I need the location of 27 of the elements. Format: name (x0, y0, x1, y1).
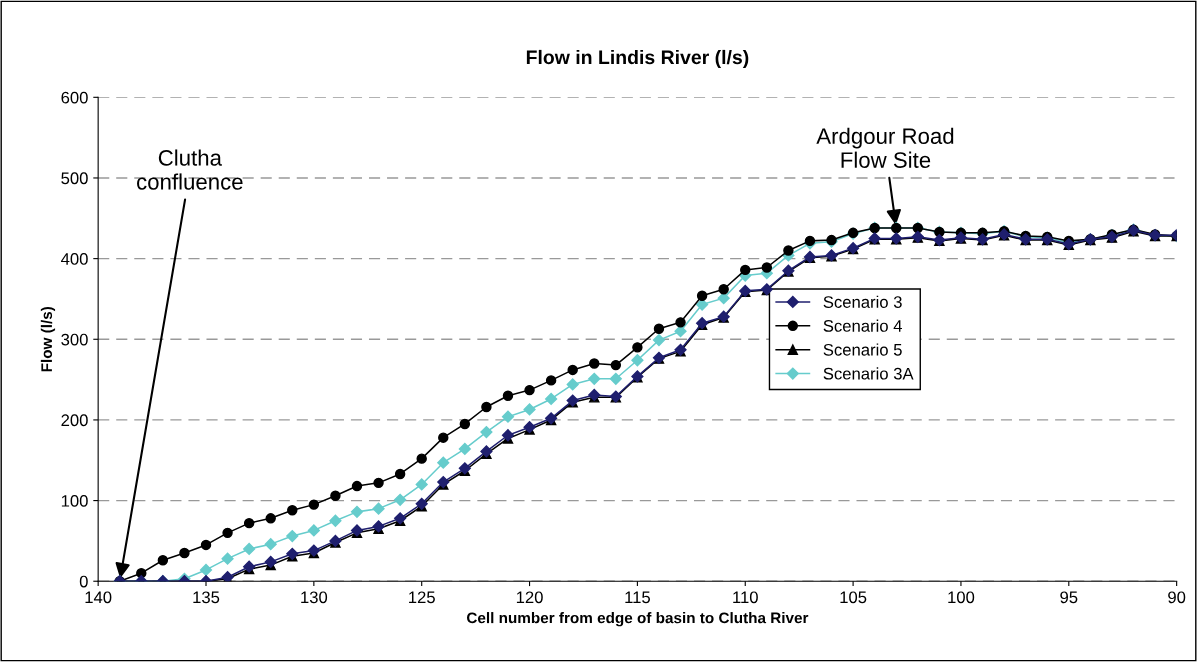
y-tick-label: 200 (61, 414, 88, 427)
x-tick-label: 130 (301, 591, 328, 604)
legend-label: Scenario 5 (823, 343, 902, 356)
x-axis-title: Cell number from edge of basin to Clutha River (466, 612, 809, 627)
legend-label: Scenario 3 (823, 295, 902, 308)
annotation: Ardgour Road Flow Site (816, 127, 954, 168)
y-tick-label: 300 (61, 333, 88, 346)
legend-label: Scenario 3A (823, 367, 914, 380)
legend-label: Scenario 4 (823, 319, 902, 332)
y-tick-label: 500 (61, 172, 88, 185)
x-tick-label: 135 (193, 591, 220, 604)
x-tick-label: 100 (948, 591, 975, 604)
x-tick-label: 95 (1060, 591, 1078, 604)
y-axis-title: Flow (l/s) (40, 306, 56, 372)
x-tick-label: 110 (733, 591, 758, 604)
x-tick-label: 115 (625, 591, 650, 604)
chart-title: Flow in Lindis River (l/s) (526, 49, 749, 69)
y-tick-label: 600 (61, 91, 88, 104)
x-tick-label: 90 (1168, 591, 1186, 604)
y-tick-label: 100 (61, 494, 88, 507)
y-tick-label: 0 (79, 575, 88, 588)
x-tick-label: 140 (85, 591, 112, 604)
annotation: Clutha confluence (137, 149, 243, 190)
x-tick-label: 120 (516, 591, 543, 604)
x-tick-label: 125 (409, 591, 435, 604)
x-tick-label: 105 (840, 591, 867, 604)
y-tick-label: 400 (61, 253, 88, 265)
